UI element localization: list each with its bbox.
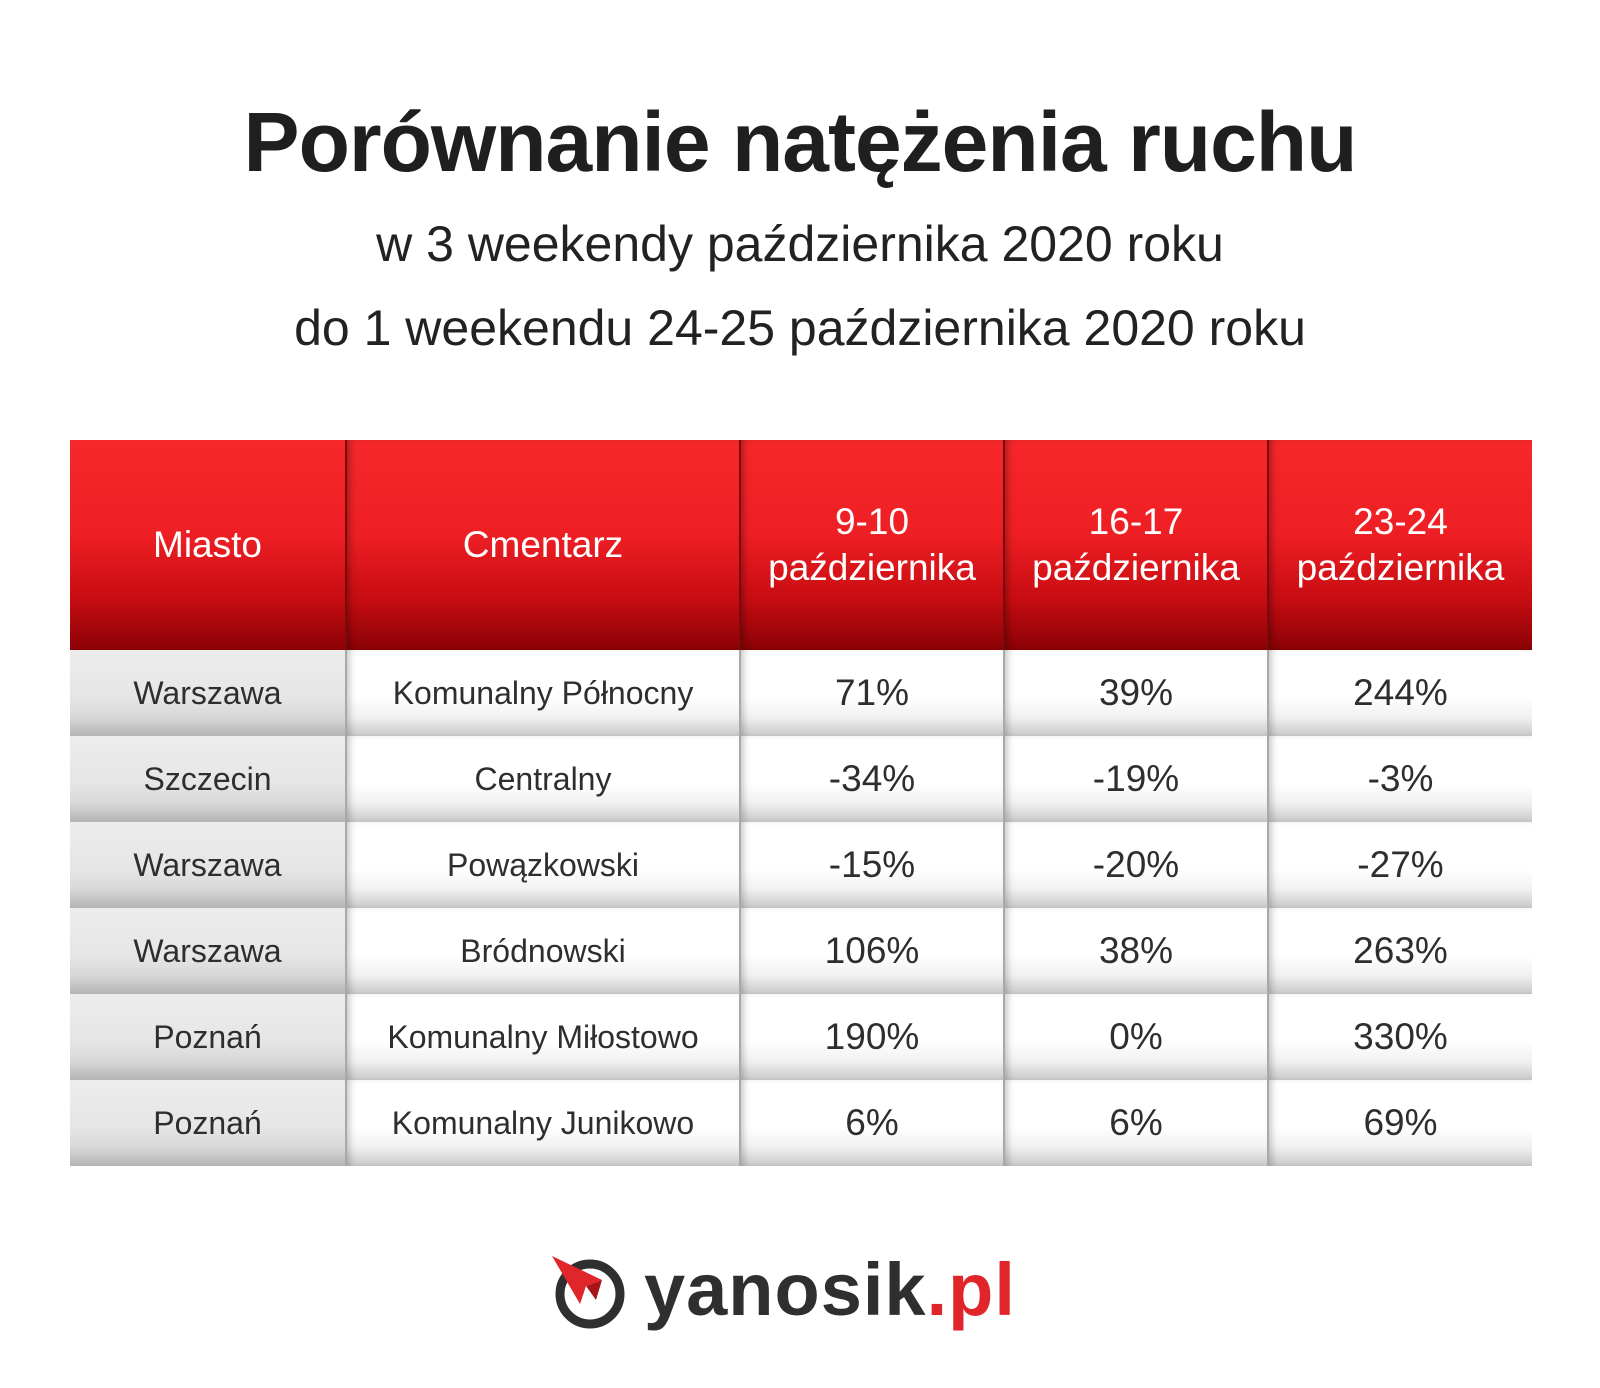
header-cemetery: Cmentarz: [345, 440, 740, 650]
value-cell: 244%: [1267, 650, 1532, 736]
header-week-3: 23-24 października: [1267, 440, 1532, 650]
value-cell: 106%: [739, 908, 1004, 994]
logo-name: yanosik: [644, 1248, 927, 1331]
header-city: Miasto: [70, 440, 346, 650]
page-title: Porównanie natężenia ruchu: [243, 95, 1358, 189]
cemetery-cell: Bródnowski: [345, 908, 740, 994]
value-cell: 0%: [1003, 994, 1268, 1080]
city-cell: Poznań: [70, 1080, 346, 1166]
table-row: Poznań Komunalny Junikowo 6% 6% 69%: [70, 1080, 1532, 1166]
logo-tld: .pl: [926, 1248, 1016, 1331]
header-row: Miasto Cmentarz 9-10 października 16-17 pa…: [70, 440, 1532, 650]
table-row: Warszawa Bródnowski 106% 38% 263%: [70, 908, 1532, 994]
yanosik-compass-icon: [552, 1256, 625, 1329]
value-cell: -34%: [739, 736, 1004, 822]
header-week-1: 9-10 października: [739, 440, 1004, 650]
table-header: Miasto Cmentarz 9-10 października 16-17 pa…: [70, 440, 1532, 650]
value-cell: 69%: [1267, 1080, 1532, 1166]
table-row: Poznań Komunalny Miłostowo 190% 0% 330%: [70, 994, 1532, 1080]
value-cell: 71%: [739, 650, 1004, 736]
value-cell: 6%: [739, 1080, 1004, 1166]
header-week-2: 16-17 października: [1003, 440, 1268, 650]
cemetery-cell: Komunalny Północny: [345, 650, 740, 736]
value-cell: 6%: [1003, 1080, 1268, 1166]
value-cell: -19%: [1003, 736, 1268, 822]
table-row: Warszawa Powązkowski -15% -20% -27%: [70, 822, 1532, 908]
value-cell: -3%: [1267, 736, 1532, 822]
cemetery-cell: Powązkowski: [345, 822, 740, 908]
cemetery-cell: Centralny: [345, 736, 740, 822]
value-cell: -27%: [1267, 822, 1532, 908]
city-cell: Warszawa: [70, 650, 346, 736]
value-cell: 39%: [1003, 650, 1268, 736]
value-cell: 263%: [1267, 908, 1532, 994]
table-row: Szczecin Centralny -34% -19% -3%: [70, 736, 1532, 822]
traffic-table: Miasto Cmentarz 9-10 października 16-17 pa…: [70, 440, 1532, 1166]
cemetery-cell: Komunalny Miłostowo: [345, 994, 740, 1080]
value-cell: 38%: [1003, 908, 1268, 994]
value-cell: -15%: [739, 822, 1004, 908]
subtitle-line-1: w 3 weekendy października 2020 roku: [376, 216, 1224, 272]
city-cell: Szczecin: [70, 736, 346, 822]
city-cell: Warszawa: [70, 822, 346, 908]
subtitle-line-2: do 1 weekendu 24-25 października 2020 ro…: [294, 300, 1306, 356]
city-cell: Poznań: [70, 994, 346, 1080]
city-cell: Warszawa: [70, 908, 346, 994]
table-body: Warszawa Komunalny Północny 71% 39% 244%…: [70, 650, 1532, 1166]
value-cell: 330%: [1267, 994, 1532, 1080]
value-cell: 190%: [739, 994, 1004, 1080]
value-cell: -20%: [1003, 822, 1268, 908]
logo-text: yanosik.pl: [644, 1250, 1016, 1330]
table-row: Warszawa Komunalny Północny 71% 39% 244%: [70, 650, 1532, 736]
yanosik-logo: yanosik.pl: [550, 1250, 1016, 1330]
cemetery-cell: Komunalny Junikowo: [345, 1080, 740, 1166]
